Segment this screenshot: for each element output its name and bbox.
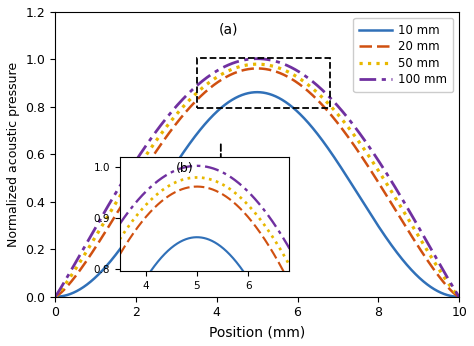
100 mm bbox=[445, 276, 450, 280]
Line: 20 mm: 20 mm bbox=[55, 69, 459, 297]
50 mm bbox=[445, 280, 450, 284]
Y-axis label: Normalized acoustic pressure: Normalized acoustic pressure bbox=[7, 62, 20, 247]
50 mm bbox=[456, 295, 462, 299]
50 mm bbox=[238, 64, 244, 69]
10 mm bbox=[53, 295, 58, 299]
50 mm bbox=[254, 62, 260, 66]
20 mm bbox=[249, 67, 255, 71]
100 mm bbox=[445, 275, 450, 280]
10 mm bbox=[249, 90, 255, 94]
10 mm bbox=[371, 217, 376, 221]
Legend: 10 mm, 20 mm, 50 mm, 100 mm: 10 mm, 20 mm, 50 mm, 100 mm bbox=[354, 18, 453, 92]
20 mm bbox=[238, 69, 244, 73]
100 mm bbox=[254, 57, 260, 61]
Bar bbox=[197, 58, 330, 108]
50 mm bbox=[371, 161, 376, 165]
Text: (a): (a) bbox=[219, 22, 238, 36]
20 mm bbox=[53, 295, 58, 299]
20 mm bbox=[73, 274, 79, 278]
100 mm bbox=[73, 260, 79, 264]
100 mm bbox=[456, 295, 462, 299]
100 mm bbox=[53, 295, 58, 299]
X-axis label: Position (mm): Position (mm) bbox=[209, 325, 305, 339]
100 mm bbox=[249, 57, 255, 61]
100 mm bbox=[238, 58, 244, 63]
20 mm bbox=[254, 66, 260, 71]
20 mm bbox=[456, 295, 462, 299]
10 mm bbox=[456, 295, 462, 299]
50 mm bbox=[249, 62, 255, 66]
50 mm bbox=[445, 280, 450, 284]
20 mm bbox=[445, 285, 450, 289]
50 mm bbox=[53, 295, 58, 299]
20 mm bbox=[371, 173, 376, 177]
20 mm bbox=[445, 284, 450, 289]
100 mm bbox=[371, 151, 376, 155]
10 mm bbox=[254, 90, 260, 94]
10 mm bbox=[445, 293, 450, 297]
Line: 100 mm: 100 mm bbox=[55, 59, 459, 297]
10 mm bbox=[238, 93, 244, 98]
Line: 10 mm: 10 mm bbox=[55, 92, 459, 297]
10 mm bbox=[73, 290, 79, 294]
50 mm bbox=[73, 266, 79, 271]
Line: 50 mm: 50 mm bbox=[55, 64, 459, 297]
10 mm bbox=[445, 293, 450, 297]
